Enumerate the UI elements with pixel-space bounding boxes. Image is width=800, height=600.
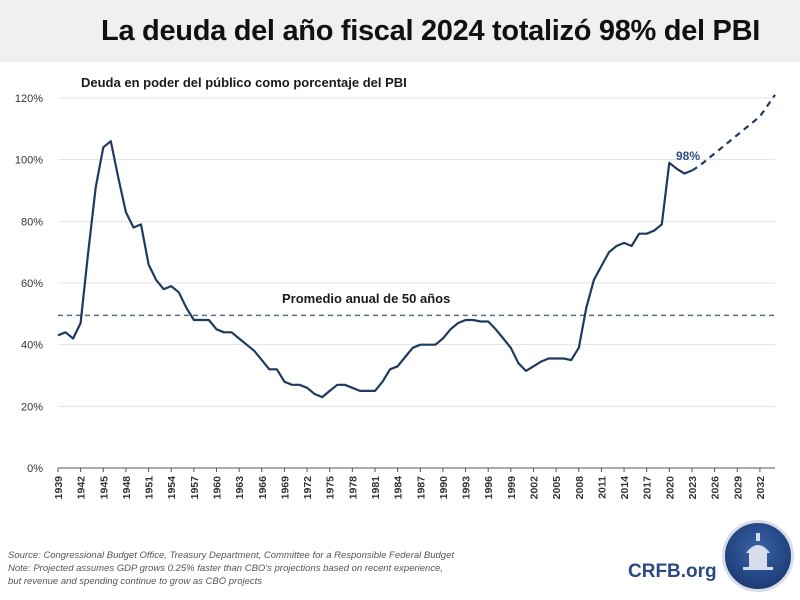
x-tick-label: 1951: [144, 476, 156, 500]
x-tick-label: 1948: [121, 476, 133, 500]
x-tick-label: 1993: [461, 476, 473, 500]
projection-note-line-2: but revenue and spending continue to gro…: [8, 576, 263, 587]
y-tick-label: 100%: [15, 155, 43, 167]
y-tick-label: 80%: [21, 216, 43, 228]
x-tick-label: 1954: [166, 476, 178, 500]
x-tick-label: 1984: [393, 476, 405, 500]
x-tick-label: 1939: [53, 476, 65, 500]
x-tick-label: 1978: [347, 476, 359, 500]
projection-note-line-1: Note: Projected assumes GDP grows 0.25% …: [8, 563, 443, 574]
x-tick-label: 2002: [528, 476, 540, 500]
debt-series-line: [57, 140, 693, 399]
grid-layer: [58, 97, 775, 407]
x-tick-label: 1960: [211, 476, 223, 500]
y-axis-ticks: 0% 20% 40% 60% 80% 100% 120%: [15, 93, 43, 475]
x-tick-label: 1945: [98, 476, 110, 500]
x-tick-label: 2023: [687, 476, 699, 500]
x-tick-label: 1987: [415, 476, 427, 500]
crfb-logo-icon: [722, 520, 794, 592]
x-tick-label: 2017: [642, 476, 654, 500]
x-tick-label: 1990: [438, 476, 450, 500]
y-tick-label: 60%: [21, 278, 43, 290]
x-tick-label: 2014: [619, 476, 631, 500]
x-tick-label: 1942: [76, 476, 88, 500]
x-tick-label: 1999: [506, 476, 518, 500]
x-axis-ticks: 1939 1942 1945 1948 1951 1954 1957 1960 1963 1966…: [53, 468, 767, 499]
chart-subtitle: Deuda en poder del público como porcenta…: [81, 75, 407, 90]
x-tick-label: 1981: [370, 476, 382, 500]
footer: Source: Congressional Budget Office, Tre…: [0, 520, 800, 600]
chart-title: La deuda del año fiscal 2024 totalizó 98…: [0, 0, 800, 62]
y-tick-label: 20%: [21, 401, 43, 413]
x-tick-label: 1972: [302, 476, 314, 500]
x-tick-label: 2008: [574, 476, 586, 500]
source-note: Source: Congressional Budget Office, Tre…: [8, 550, 455, 561]
projection-series-line: [691, 94, 776, 172]
x-tick-label: 2005: [551, 476, 563, 500]
average-line-label: Promedio anual de 50 años: [282, 291, 451, 306]
x-tick-label: 1963: [234, 476, 246, 500]
brand-link[interactable]: CRFB.org: [628, 561, 717, 582]
x-tick-label: 2029: [732, 476, 744, 500]
x-tick-label: 1975: [325, 476, 337, 500]
current-value-annotation: 98%: [676, 149, 701, 163]
line-chart: 0%20%40%60%80%100%120% 1939 1942 1945 1948 1…: [15, 93, 776, 499]
x-tick-label: 1966: [257, 476, 269, 500]
y-tick-label: 0%: [27, 463, 43, 475]
x-tick-label: 2032: [755, 476, 767, 500]
x-tick-label: 2026: [710, 476, 722, 500]
x-tick-label: 1996: [483, 476, 495, 500]
y-tick-label: 120%: [15, 93, 43, 105]
y-tick-label: 40%: [21, 340, 43, 352]
x-tick-label: 2020: [664, 476, 676, 500]
x-tick-label: 2011: [596, 476, 608, 499]
x-tick-label: 1969: [279, 476, 291, 500]
x-tick-label: 1957: [189, 476, 201, 500]
